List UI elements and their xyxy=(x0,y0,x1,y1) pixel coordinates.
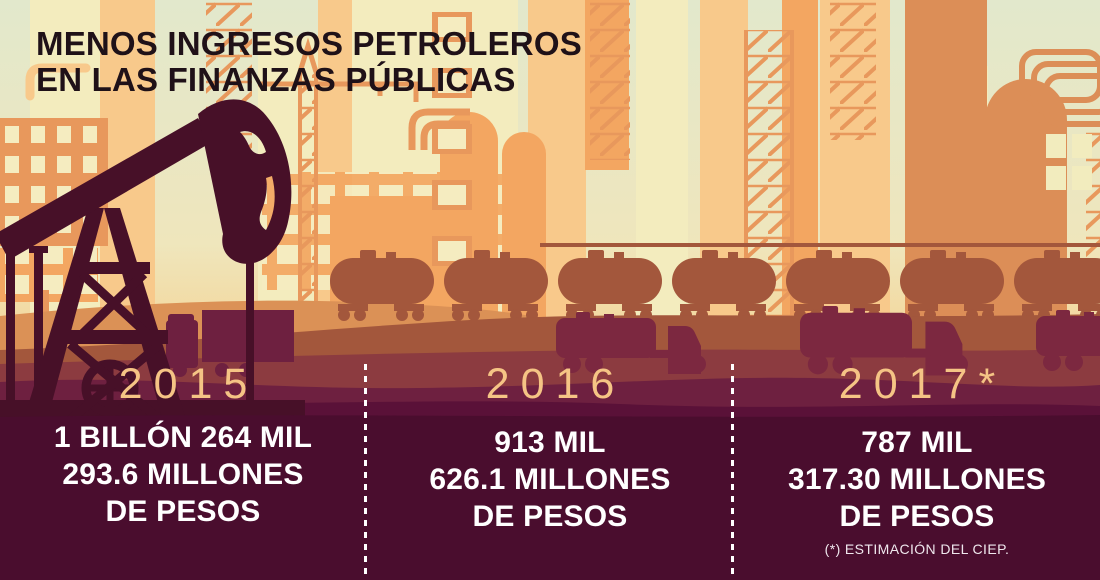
year-label-2017: 2017* xyxy=(838,360,1007,408)
value-2016: 913 MIL 626.1 MILLONES DE PESOS xyxy=(367,424,733,535)
year-label-2016: 2016 xyxy=(485,360,626,408)
value-line: 626.1 MILLONES xyxy=(429,463,671,496)
stat-column-2015: 2015 1 BILLÓN 264 MIL 293.6 MILLONES DE … xyxy=(0,360,366,530)
value-2017: 787 MIL 317.30 MILLONES DE PESOS xyxy=(734,424,1100,535)
page-title: MENOS INGRESOS PETROLEROS EN LAS FINANZA… xyxy=(36,26,582,98)
year-label-2015: 2015 xyxy=(118,360,259,408)
title-line-2: EN LAS FINANZAS PÚBLICAS xyxy=(36,61,516,98)
foreground-dark xyxy=(0,415,1100,580)
crane-icon xyxy=(258,37,420,322)
value-2015: 1 BILLÓN 264 MIL 293.6 MILLONES DE PESOS xyxy=(0,419,366,530)
estimation-footnote: (*) ESTIMACIÓN DEL CIEP. xyxy=(824,541,1010,557)
value-line: 1 BILLÓN 264 MIL xyxy=(53,421,313,454)
column-divider-1 xyxy=(364,364,367,580)
stat-column-2016: 2016 913 MIL 626.1 MILLONES DE PESOS xyxy=(367,360,733,535)
value-line: DE PESOS xyxy=(105,495,261,528)
value-line: 293.6 MILLONES xyxy=(62,458,304,491)
stat-column-2017: 2017* 787 MIL 317.30 MILLONES DE PESOS (… xyxy=(734,360,1100,557)
value-line: 317.30 MILLONES xyxy=(787,463,1047,496)
title-line-1: MENOS INGRESOS PETROLEROS xyxy=(36,25,582,62)
value-line: 787 MIL xyxy=(861,426,973,459)
tanker-rail-cars-icon xyxy=(330,243,1100,321)
value-line: DE PESOS xyxy=(839,500,995,533)
value-line: DE PESOS xyxy=(472,500,628,533)
value-line: 913 MIL xyxy=(494,426,606,459)
column-divider-2 xyxy=(731,364,734,580)
